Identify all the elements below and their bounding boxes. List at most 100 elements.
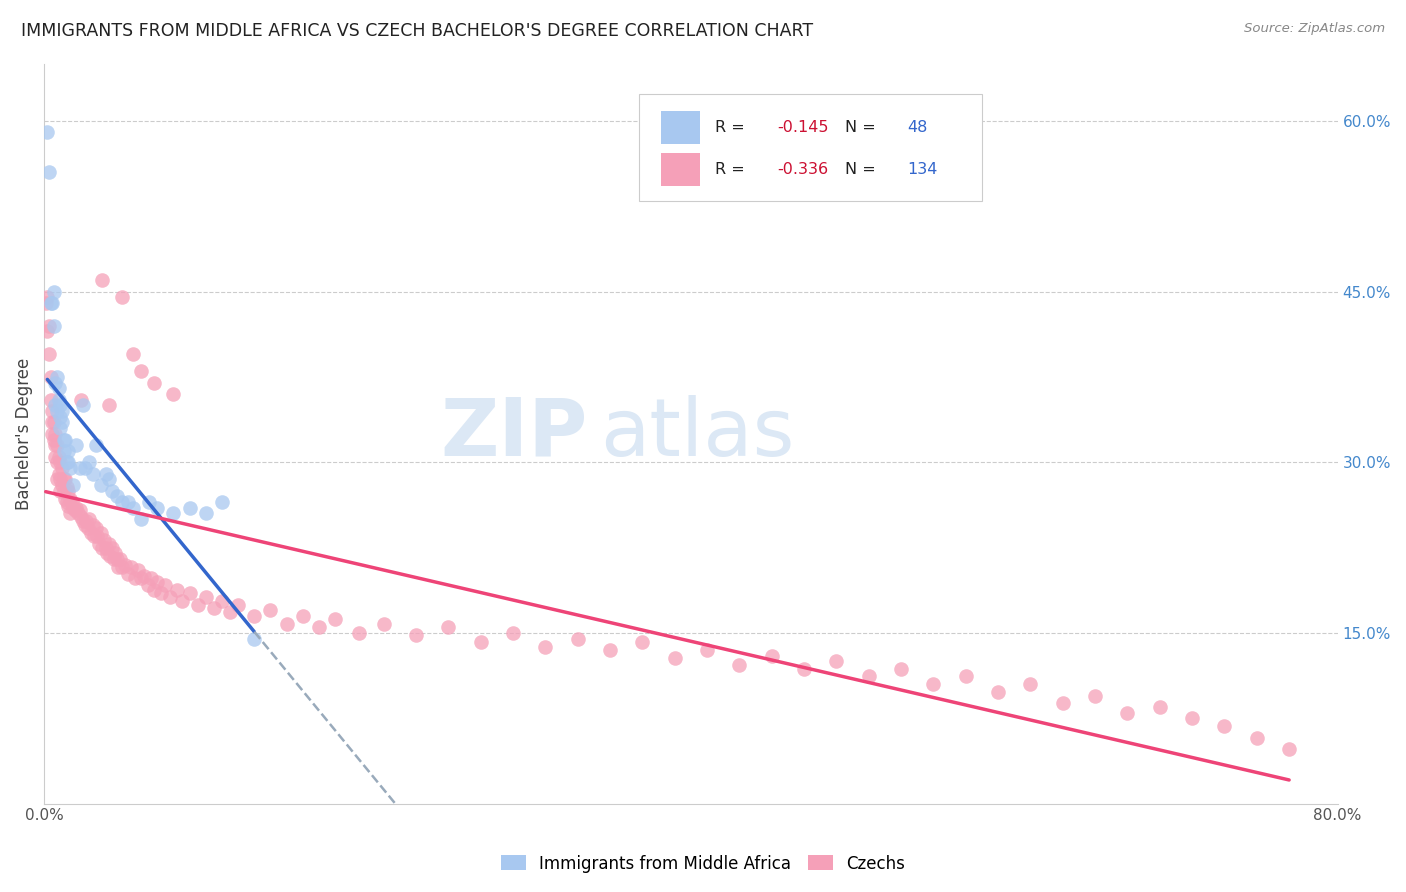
Point [65, 438, 87, 452]
Point [146, 500, 169, 515]
Point [73, 461, 96, 475]
Point [63, 503, 86, 517]
Point [1149, 699, 1171, 714]
Point [90, 525, 112, 540]
Point [107, 560, 129, 574]
Point [82, 517, 104, 532]
Point [59, 461, 82, 475]
Point [46, 404, 69, 418]
Point [38, 347, 60, 361]
Point [49, 483, 72, 498]
Point [599, 643, 621, 657]
Point [97, 537, 120, 551]
Point [82, 467, 104, 481]
Point [76, 521, 98, 535]
Point [38, 165, 60, 179]
Point [53, 433, 76, 447]
Point [48, 467, 70, 481]
Point [84, 521, 107, 535]
Point [97, 472, 120, 486]
Point [39, 370, 62, 384]
Point [567, 632, 589, 646]
Point [79, 455, 101, 469]
Point [49, 409, 72, 424]
Point [48, 450, 70, 464]
Point [51, 478, 73, 492]
Point [73, 517, 96, 532]
Text: IMMIGRANTS FROM MIDDLE AFRICA VS CZECH BACHELOR'S DEGREE CORRELATION CHART: IMMIGRANTS FROM MIDDLE AFRICA VS CZECH B… [21, 22, 813, 40]
Point [170, 594, 193, 608]
Point [202, 601, 225, 615]
Point [58, 483, 80, 498]
Point [111, 495, 134, 509]
Point [70, 509, 93, 524]
Point [59, 491, 82, 506]
Text: R =: R = [716, 161, 751, 177]
Point [127, 563, 149, 577]
Point [149, 586, 172, 600]
Point [122, 500, 145, 515]
Point [1246, 731, 1268, 745]
Point [67, 507, 90, 521]
Point [162, 507, 184, 521]
Point [1213, 719, 1236, 733]
Point [219, 606, 242, 620]
Point [44, 426, 66, 441]
Point [139, 571, 162, 585]
Point [44, 438, 66, 452]
Point [97, 398, 120, 412]
Point [62, 478, 84, 492]
Point [1084, 689, 1107, 703]
Text: -0.145: -0.145 [778, 120, 830, 135]
Point [72, 398, 94, 412]
Point [69, 503, 91, 517]
Point [83, 529, 105, 543]
Point [75, 515, 97, 529]
Point [84, 438, 107, 452]
Point [922, 677, 945, 691]
Point [41, 426, 63, 441]
Text: 134: 134 [907, 161, 938, 177]
Point [41, 404, 63, 418]
Point [70, 392, 93, 407]
Point [39, 392, 62, 407]
Point [49, 421, 72, 435]
Point [96, 546, 118, 560]
Point [91, 541, 114, 555]
Point [502, 626, 524, 640]
Point [49, 455, 72, 469]
Point [91, 273, 114, 287]
Point [37, 290, 59, 304]
Point [58, 455, 80, 469]
Point [308, 620, 330, 634]
Point [243, 608, 266, 623]
Point [80, 525, 103, 540]
Point [129, 364, 152, 378]
Point [55, 495, 77, 509]
Point [349, 626, 371, 640]
FancyBboxPatch shape [661, 153, 700, 186]
Point [55, 455, 77, 469]
Point [46, 472, 69, 486]
Point [52, 472, 75, 486]
Point [94, 541, 117, 555]
FancyBboxPatch shape [640, 94, 981, 201]
Point [52, 483, 75, 498]
Point [105, 552, 128, 566]
Point [405, 628, 427, 642]
Point [42, 285, 65, 299]
Point [51, 461, 73, 475]
Point [761, 648, 783, 663]
Point [155, 578, 177, 592]
Point [129, 512, 152, 526]
Point [41, 296, 63, 310]
Point [793, 662, 815, 676]
Point [100, 549, 122, 563]
Text: 48: 48 [907, 120, 928, 135]
Point [534, 640, 557, 654]
Point [46, 455, 69, 469]
Point [825, 654, 848, 668]
Point [59, 507, 82, 521]
Point [111, 560, 134, 574]
Point [65, 500, 87, 515]
